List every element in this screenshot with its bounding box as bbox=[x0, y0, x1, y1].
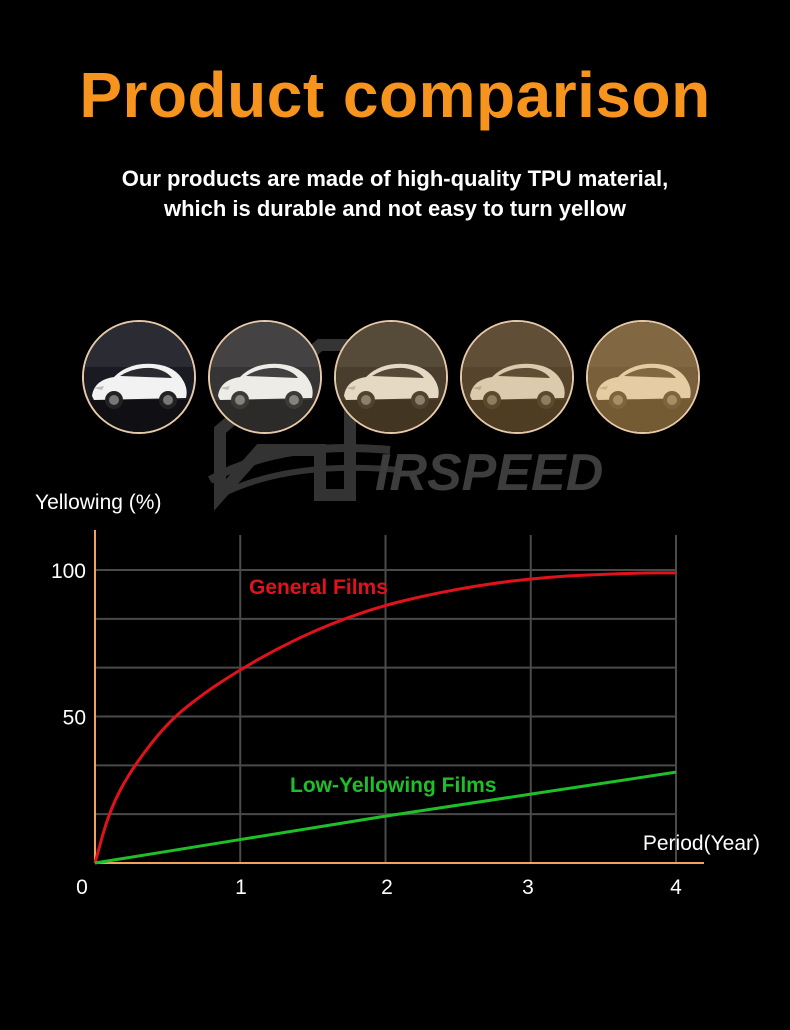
car-yellowing-image-1 bbox=[82, 320, 196, 434]
yellowing-chart: General Films Low-Yellowing Films Yellowin… bbox=[35, 491, 760, 899]
y-tick-label: 100 bbox=[51, 560, 86, 583]
x-tick-label: 2 bbox=[381, 876, 393, 899]
y-axis-label: Yellowing (%) bbox=[35, 491, 161, 514]
x-tick-label: 4 bbox=[670, 876, 682, 899]
car-yellowing-image-5 bbox=[586, 320, 700, 434]
chart-grid bbox=[95, 535, 677, 863]
car-yellowing-image-3 bbox=[334, 320, 448, 434]
y-tick-label: 50 bbox=[63, 707, 86, 730]
chart-labels: General Films Low-Yellowing Films Yellowin… bbox=[35, 491, 760, 899]
car-yellowing-image-4 bbox=[460, 320, 574, 434]
subtitle-line-2: which is durable and not easy to turn ye… bbox=[163, 196, 627, 221]
x-tick-label: 1 bbox=[235, 876, 247, 899]
x-axis-label: Period(Year) bbox=[643, 832, 760, 855]
subtitle-line-1: Our products are made of high-quality TP… bbox=[121, 166, 669, 191]
series-line-general-films bbox=[93, 571, 676, 864]
page-title: Product comparison bbox=[79, 59, 711, 131]
brand-watermark: IRSPEED bbox=[208, 339, 603, 511]
chart-series bbox=[93, 571, 677, 865]
x-tick-label: 0 bbox=[76, 876, 88, 899]
car-yellowing-image-2 bbox=[208, 320, 322, 434]
series-label-low-yellowing-films: Low-Yellowing Films bbox=[290, 774, 497, 797]
x-tick-label: 3 bbox=[522, 876, 534, 899]
watermark-brand-text: IRSPEED bbox=[375, 444, 603, 502]
series-label-general-films: General Films bbox=[249, 576, 388, 599]
yellowing-progression-images bbox=[0, 318, 790, 440]
series-line-low-yellowing-films bbox=[94, 770, 677, 865]
chart-axes bbox=[94, 530, 704, 864]
